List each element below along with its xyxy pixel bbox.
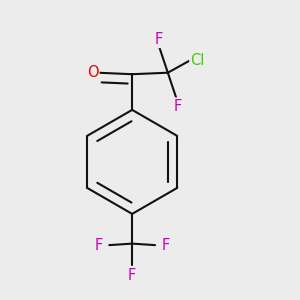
Text: F: F (128, 268, 136, 283)
Text: F: F (155, 32, 163, 47)
Text: F: F (174, 98, 182, 113)
Text: F: F (94, 238, 103, 253)
Text: F: F (162, 238, 170, 253)
Text: O: O (87, 65, 98, 80)
Text: Cl: Cl (190, 53, 205, 68)
